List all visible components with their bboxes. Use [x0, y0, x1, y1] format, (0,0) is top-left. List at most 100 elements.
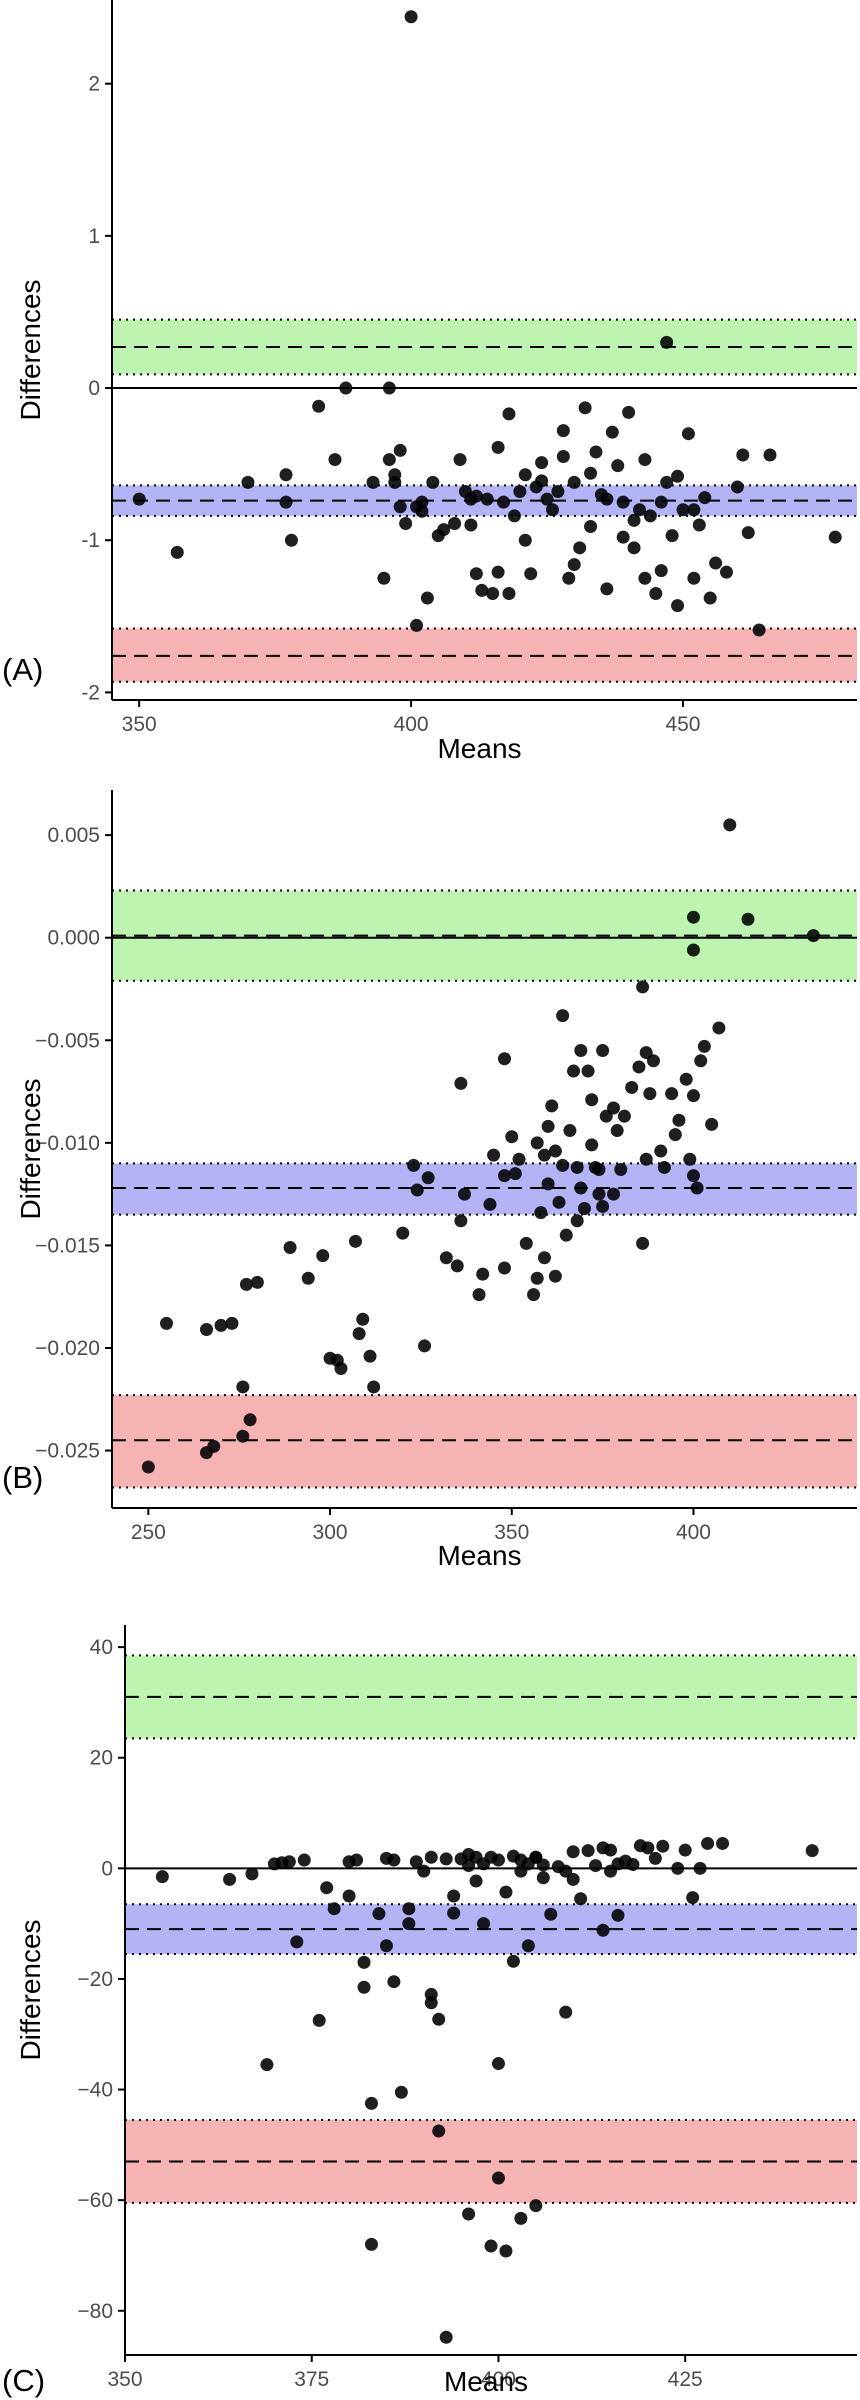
panel-c-y-tick-label: −80	[77, 2300, 113, 2323]
panel-c-point	[506, 1954, 520, 1968]
panel-c-point	[432, 2012, 446, 2026]
panel-c-point	[514, 2211, 528, 2225]
panel-a-point	[480, 492, 494, 506]
panel-c-point	[402, 1917, 416, 1931]
panel-c-point	[499, 2244, 513, 2258]
panel-c-x-tick-label: 400	[481, 2368, 516, 2391]
panel-b-point	[679, 1072, 693, 1086]
panel-b-point	[160, 1316, 174, 1330]
panel-a-point	[453, 453, 467, 467]
panel-c-x-axis-title: Means	[444, 2366, 528, 2397]
panel-b-point	[646, 1054, 660, 1068]
panel-c-point	[491, 2057, 505, 2071]
panel-b-point	[537, 1148, 551, 1162]
panel-c-point	[529, 1850, 543, 1864]
panel-b-point	[487, 1148, 501, 1162]
panel-a-point	[284, 533, 298, 547]
panel-c-point	[409, 1855, 423, 1869]
panel-a-point	[562, 571, 576, 585]
panel-a-point	[535, 474, 549, 488]
panel-b-point	[686, 943, 700, 957]
panel-a-point	[545, 503, 559, 517]
panel-c: 40 20 0 −20 −40 −60 −80 350 375 400 425 Means Differ…	[2, 1625, 857, 2398]
panel-a-point	[497, 495, 511, 509]
panel-a-point	[475, 583, 489, 597]
panel-c-point	[484, 2239, 498, 2253]
panel-a-point	[393, 443, 407, 457]
panel-c-point	[686, 1891, 700, 1905]
panel-c-point	[805, 1844, 819, 1858]
panel-b-x-tick-label: 400	[676, 1521, 711, 1544]
panel-a-point	[388, 475, 402, 489]
panel-c-point	[566, 1845, 580, 1859]
panel-b-point	[556, 1158, 570, 1172]
panel-c-point	[477, 1917, 491, 1931]
panel-b-point	[476, 1267, 490, 1281]
panel-a-point	[491, 440, 505, 454]
panel-a-point	[681, 427, 695, 441]
panel-b-point	[356, 1312, 370, 1326]
panel-b-point	[596, 1044, 610, 1058]
panel-a-point	[736, 448, 750, 462]
panel-c-point	[574, 1892, 588, 1906]
panel-a-point	[632, 503, 646, 517]
panel-c-point	[327, 1902, 341, 1916]
panel-c-point	[536, 1871, 550, 1885]
panel-b-y-tick-label: −0.010	[35, 1132, 100, 1155]
panel-a-point	[692, 518, 706, 532]
panel-c-y-tick-label: −20	[77, 1968, 113, 1991]
panel-b-point	[563, 1124, 577, 1138]
panel-b-point	[243, 1413, 257, 1427]
panel-c-point	[491, 2171, 505, 2185]
panel-a-point	[676, 503, 690, 517]
panel-a-point	[551, 485, 565, 499]
panel-a-point	[611, 459, 625, 473]
panel-b-point	[519, 1236, 533, 1250]
panel-a-point	[584, 520, 598, 534]
panel-a-point	[556, 424, 570, 438]
panel-b-point	[454, 1214, 468, 1228]
panel-a-point	[687, 503, 701, 517]
panel-c-point	[693, 1861, 707, 1875]
panel-b-x-tick-label: 250	[131, 1521, 166, 1544]
panel-a-point	[828, 530, 842, 544]
panel-a-point	[660, 475, 674, 489]
panel-b-point	[741, 912, 755, 926]
panel-b-label: (B)	[2, 1460, 43, 1495]
panel-a-point	[382, 381, 396, 395]
panel-c-point	[671, 1861, 685, 1875]
panel-b-point	[643, 1087, 657, 1101]
panel-b-point	[806, 929, 820, 943]
panel-a-y-tick-label: 2	[88, 73, 100, 96]
panel-b-point	[686, 910, 700, 924]
panel-b-point	[418, 1339, 432, 1353]
panel-c-point	[701, 1836, 715, 1850]
panel-c-point	[462, 1848, 476, 1862]
panel-a-point	[638, 571, 652, 585]
panel-b-point	[407, 1158, 421, 1172]
panel-b-point	[577, 1201, 591, 1215]
panel-b-point	[697, 1039, 711, 1053]
panel-a-point	[589, 445, 603, 459]
panel-a-point	[426, 475, 440, 489]
panel-a-point	[567, 475, 581, 489]
panel-b-point	[141, 1460, 155, 1474]
panel-c-point	[387, 1853, 401, 1867]
panel-c-point	[424, 1987, 438, 2001]
panel-b-point	[607, 1101, 621, 1115]
panel-a-point	[535, 456, 549, 470]
panel-c-x-tick-label: 425	[668, 2368, 703, 2391]
panel-c-point	[499, 1885, 513, 1899]
panel-b-point	[654, 1144, 668, 1158]
panel-c-point	[648, 1851, 662, 1865]
panel-a-point	[671, 469, 685, 483]
panel-c-point	[342, 1855, 356, 1869]
panel-a-point	[638, 453, 652, 467]
panel-b-point	[567, 1064, 581, 1078]
panel-c-point	[155, 1870, 169, 1884]
panel-a-point	[719, 565, 733, 579]
panel-a-y-axis-title: Differences	[15, 279, 46, 420]
panel-c-y-tick-label: 20	[90, 1747, 113, 1770]
panel-c-point	[678, 1843, 692, 1857]
